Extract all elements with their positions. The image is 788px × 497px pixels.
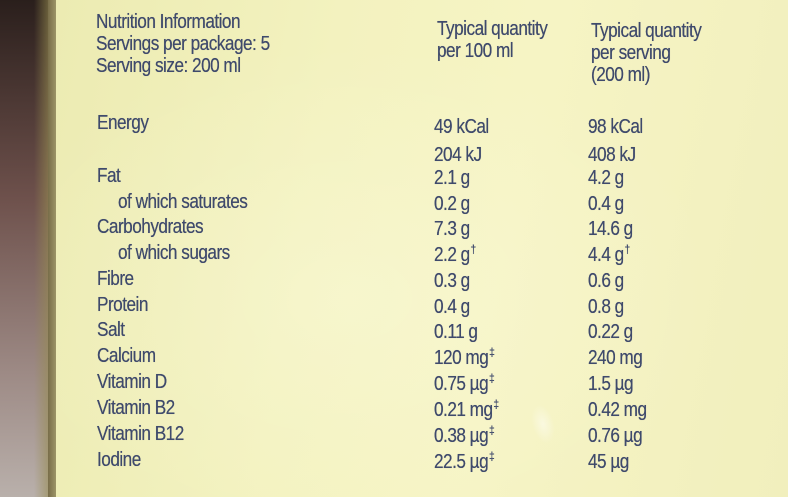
value-per-100ml: 204 kJ: [434, 143, 482, 165]
value-per-100ml: 0.38 µg‡: [434, 424, 495, 446]
value-per-serving: 45 µg: [588, 450, 630, 472]
value-per-serving: 0.4 g: [588, 192, 625, 214]
value-per-serving: 0.42 mg: [588, 398, 647, 420]
serving-size: Serving size: 200 ml: [96, 55, 241, 77]
column-header-per-100ml-line1: Typical quantity: [437, 18, 548, 40]
value-per-100ml: 0.75 µg‡: [434, 372, 495, 394]
value-per-serving: 98 kCal: [588, 115, 644, 137]
value-per-serving: 1.5 µg: [588, 372, 634, 394]
nutrient-label: of which saturates: [118, 191, 248, 213]
value-per-100ml-text: 0.4 g: [434, 296, 470, 318]
column-header-per-serving-line2: per serving: [591, 42, 671, 64]
nutrient-label: Iodine: [97, 449, 141, 471]
nutrient-label: Carbohydrates: [97, 216, 204, 238]
carton-panel: [56, 0, 788, 497]
value-per-100ml: 0.21 mg‡: [434, 398, 499, 420]
column-header-per-100ml: Typical quantity per 100 ml: [437, 18, 548, 62]
value-per-100ml: 7.3 g: [434, 217, 471, 239]
value-per-100ml: 0.3 g: [434, 269, 471, 291]
value-per-serving-text: 0.8 g: [588, 296, 624, 318]
nutrient-label: Vitamin B2: [97, 397, 175, 419]
nutrient-label: Fibre: [97, 268, 134, 290]
nutrition-title: Nutrition Information: [96, 11, 241, 33]
value-per-100ml-text: 0.11 g: [434, 321, 478, 343]
value-per-100ml: 2.2 g†: [434, 243, 476, 265]
value-per-100ml: 0.11 g: [434, 320, 478, 342]
nutrient-label: Energy: [97, 112, 149, 134]
nutrient-label: Protein: [97, 294, 148, 316]
value-per-serving: 14.6 g: [588, 217, 634, 239]
value-per-100ml: 2.1 g: [434, 166, 471, 188]
value-per-serving: 0.76 µg: [588, 424, 643, 446]
value-per-serving-text: 1.5 µg: [588, 373, 634, 395]
value-per-serving-text: 408 kJ: [588, 144, 636, 166]
column-header-per-serving-line1: Typical quantity: [591, 20, 702, 42]
footnote-mark: ‡: [488, 423, 495, 437]
value-per-serving-text: 4.4 g: [588, 244, 624, 266]
value-per-serving: 4.2 g: [588, 166, 625, 188]
nutrient-label: Fat: [97, 165, 121, 187]
nutrient-label: Vitamin D: [97, 371, 167, 393]
footnote-mark: ‡: [489, 345, 495, 359]
nutrient-label: of which sugars: [118, 242, 230, 264]
value-per-100ml: 22.5 µg‡: [434, 450, 495, 472]
column-header-per-serving-line3: (200 ml): [591, 64, 650, 86]
value-per-100ml: 49 kCal: [434, 115, 490, 137]
footnote-mark: ‡: [493, 397, 500, 411]
value-per-100ml-text: 2.1 g: [434, 167, 470, 189]
value-per-100ml-text: 7.3 g: [434, 218, 470, 240]
footnote-mark: †: [470, 242, 477, 256]
servings-per-package: Servings per package: 5: [96, 33, 270, 55]
value-per-100ml-text: 0.38 µg: [434, 425, 489, 447]
nutrient-label: Vitamin B12: [97, 423, 184, 445]
value-per-serving-text: 0.6 g: [588, 270, 624, 292]
value-per-100ml: 0.2 g: [434, 192, 471, 214]
footnote-mark: †: [624, 242, 631, 256]
value-per-100ml-text: 0.2 g: [434, 193, 470, 215]
value-per-serving-text: 98 kCal: [588, 116, 643, 138]
value-per-serving-text: 4.2 g: [588, 167, 624, 189]
value-per-100ml-text: 0.75 µg: [434, 373, 489, 395]
value-per-serving: 0.22 g: [588, 320, 634, 342]
value-per-serving-text: 240 mg: [588, 347, 643, 369]
value-per-serving-text: 0.22 g: [588, 321, 633, 343]
value-per-100ml-text: 2.2 g: [434, 244, 470, 266]
nutrient-label: Salt: [97, 319, 125, 341]
value-per-serving: 408 kJ: [588, 143, 636, 165]
value-per-serving-text: 0.76 µg: [588, 425, 643, 447]
nutrition-header: Nutrition Information Servings per packa…: [96, 11, 270, 77]
nutrient-label: Calcium: [97, 345, 156, 367]
value-per-serving-text: 14.6 g: [588, 218, 633, 240]
footnote-mark: ‡: [488, 371, 495, 385]
value-per-100ml: 0.4 g: [434, 295, 471, 317]
footnote-mark: ‡: [488, 449, 495, 463]
value-per-100ml-text: 22.5 µg: [434, 451, 489, 473]
value-per-serving-text: 0.42 mg: [588, 399, 647, 421]
value-per-serving: 240 mg: [588, 346, 643, 368]
value-per-100ml-text: 49 kCal: [434, 116, 489, 138]
value-per-100ml: 120 mg‡: [434, 346, 495, 368]
value-per-serving: 4.4 g†: [588, 243, 630, 265]
column-header-per-serving: Typical quantity per serving (200 ml): [591, 20, 702, 86]
value-per-100ml-text: 120 mg: [434, 347, 489, 369]
value-per-serving-text: 45 µg: [588, 451, 629, 473]
column-header-per-100ml-line2: per 100 ml: [437, 40, 514, 62]
value-per-100ml-text: 204 kJ: [434, 144, 482, 166]
value-per-serving: 0.8 g: [588, 295, 625, 317]
value-per-100ml-text: 0.3 g: [434, 270, 470, 292]
value-per-serving: 0.6 g: [588, 269, 625, 291]
value-per-100ml-text: 0.21 mg: [434, 399, 493, 421]
value-per-serving-text: 0.4 g: [588, 193, 624, 215]
